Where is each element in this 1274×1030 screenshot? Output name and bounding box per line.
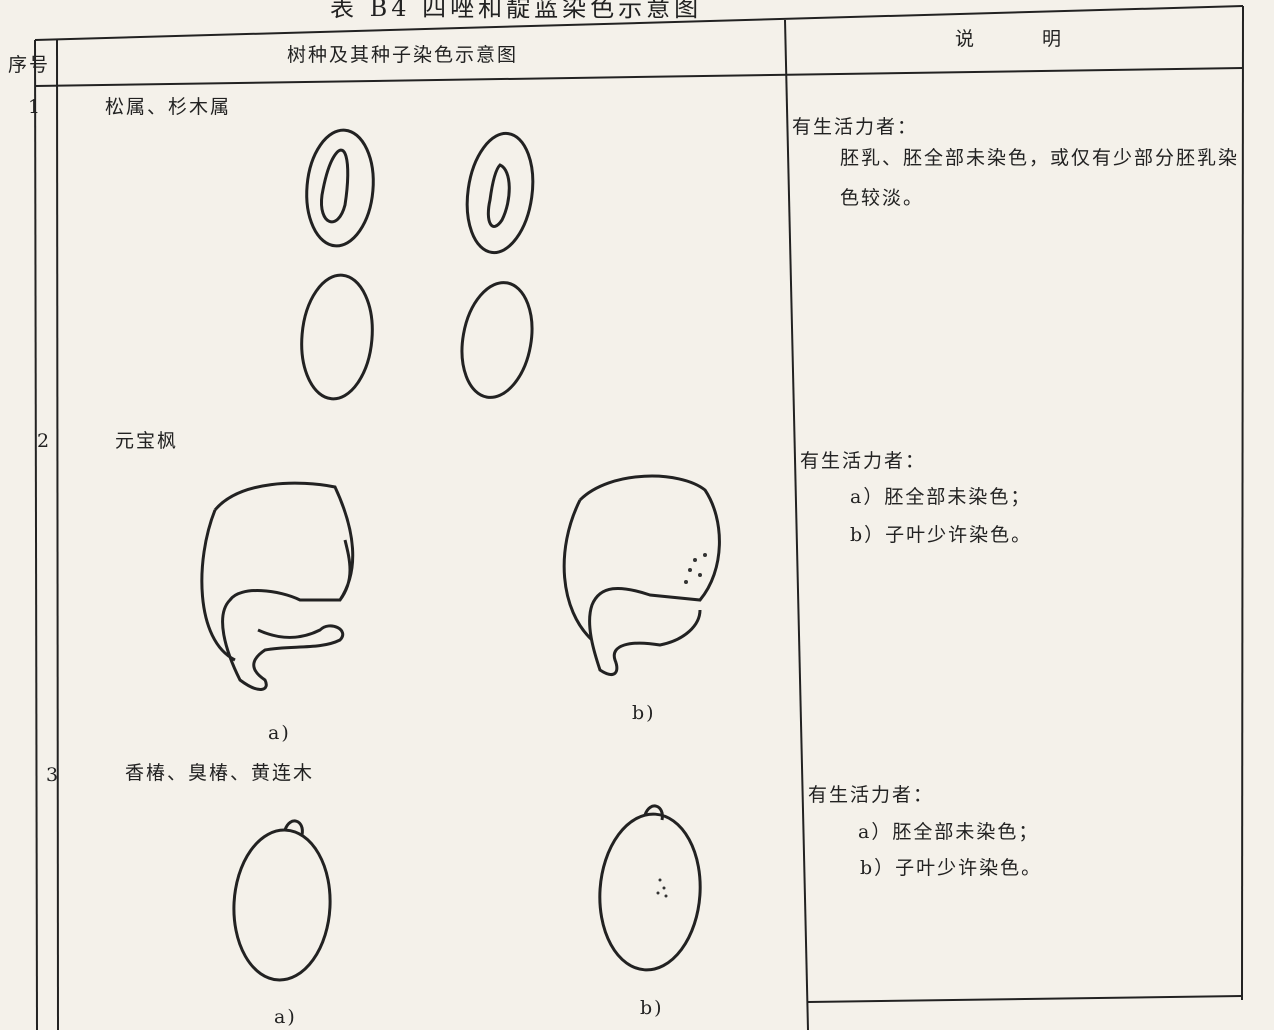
description-item: a）胚全部未染色； (850, 486, 1032, 508)
column-header: 说 明 (955, 28, 1072, 50)
table-title: 表 B4 四唑和靛蓝染色示意图 (330, 0, 703, 22)
description-item: a）胚全部未染色； (858, 821, 1040, 843)
species: 松属、杉木属 (105, 96, 232, 118)
species: 香椿、臭椿、黄连木 (125, 762, 315, 784)
description-item: b）子叶少许染色。 (860, 857, 1043, 879)
description-heading: 有生活力者： (800, 450, 927, 472)
figure-label: a) (274, 1006, 297, 1028)
description-heading: 有生活力者： (792, 116, 919, 138)
column-header: 序号 (8, 54, 51, 76)
column-header: 树种及其种子染色示意图 (287, 44, 519, 66)
row-number: 2 (37, 430, 52, 452)
row-number: 1 (28, 96, 43, 118)
description-item: b）子叶少许染色。 (850, 524, 1033, 546)
figure-label: b) (632, 702, 656, 724)
description-item: 胚乳、胚全部未染色，或仅有少部分胚乳染色较淡。 (840, 147, 1240, 209)
figure-label: a) (268, 722, 291, 744)
description-heading: 有生活力者： (808, 784, 935, 806)
row-number: 3 (46, 764, 61, 786)
species: 元宝枫 (115, 430, 179, 452)
figure-label: b) (640, 997, 664, 1019)
